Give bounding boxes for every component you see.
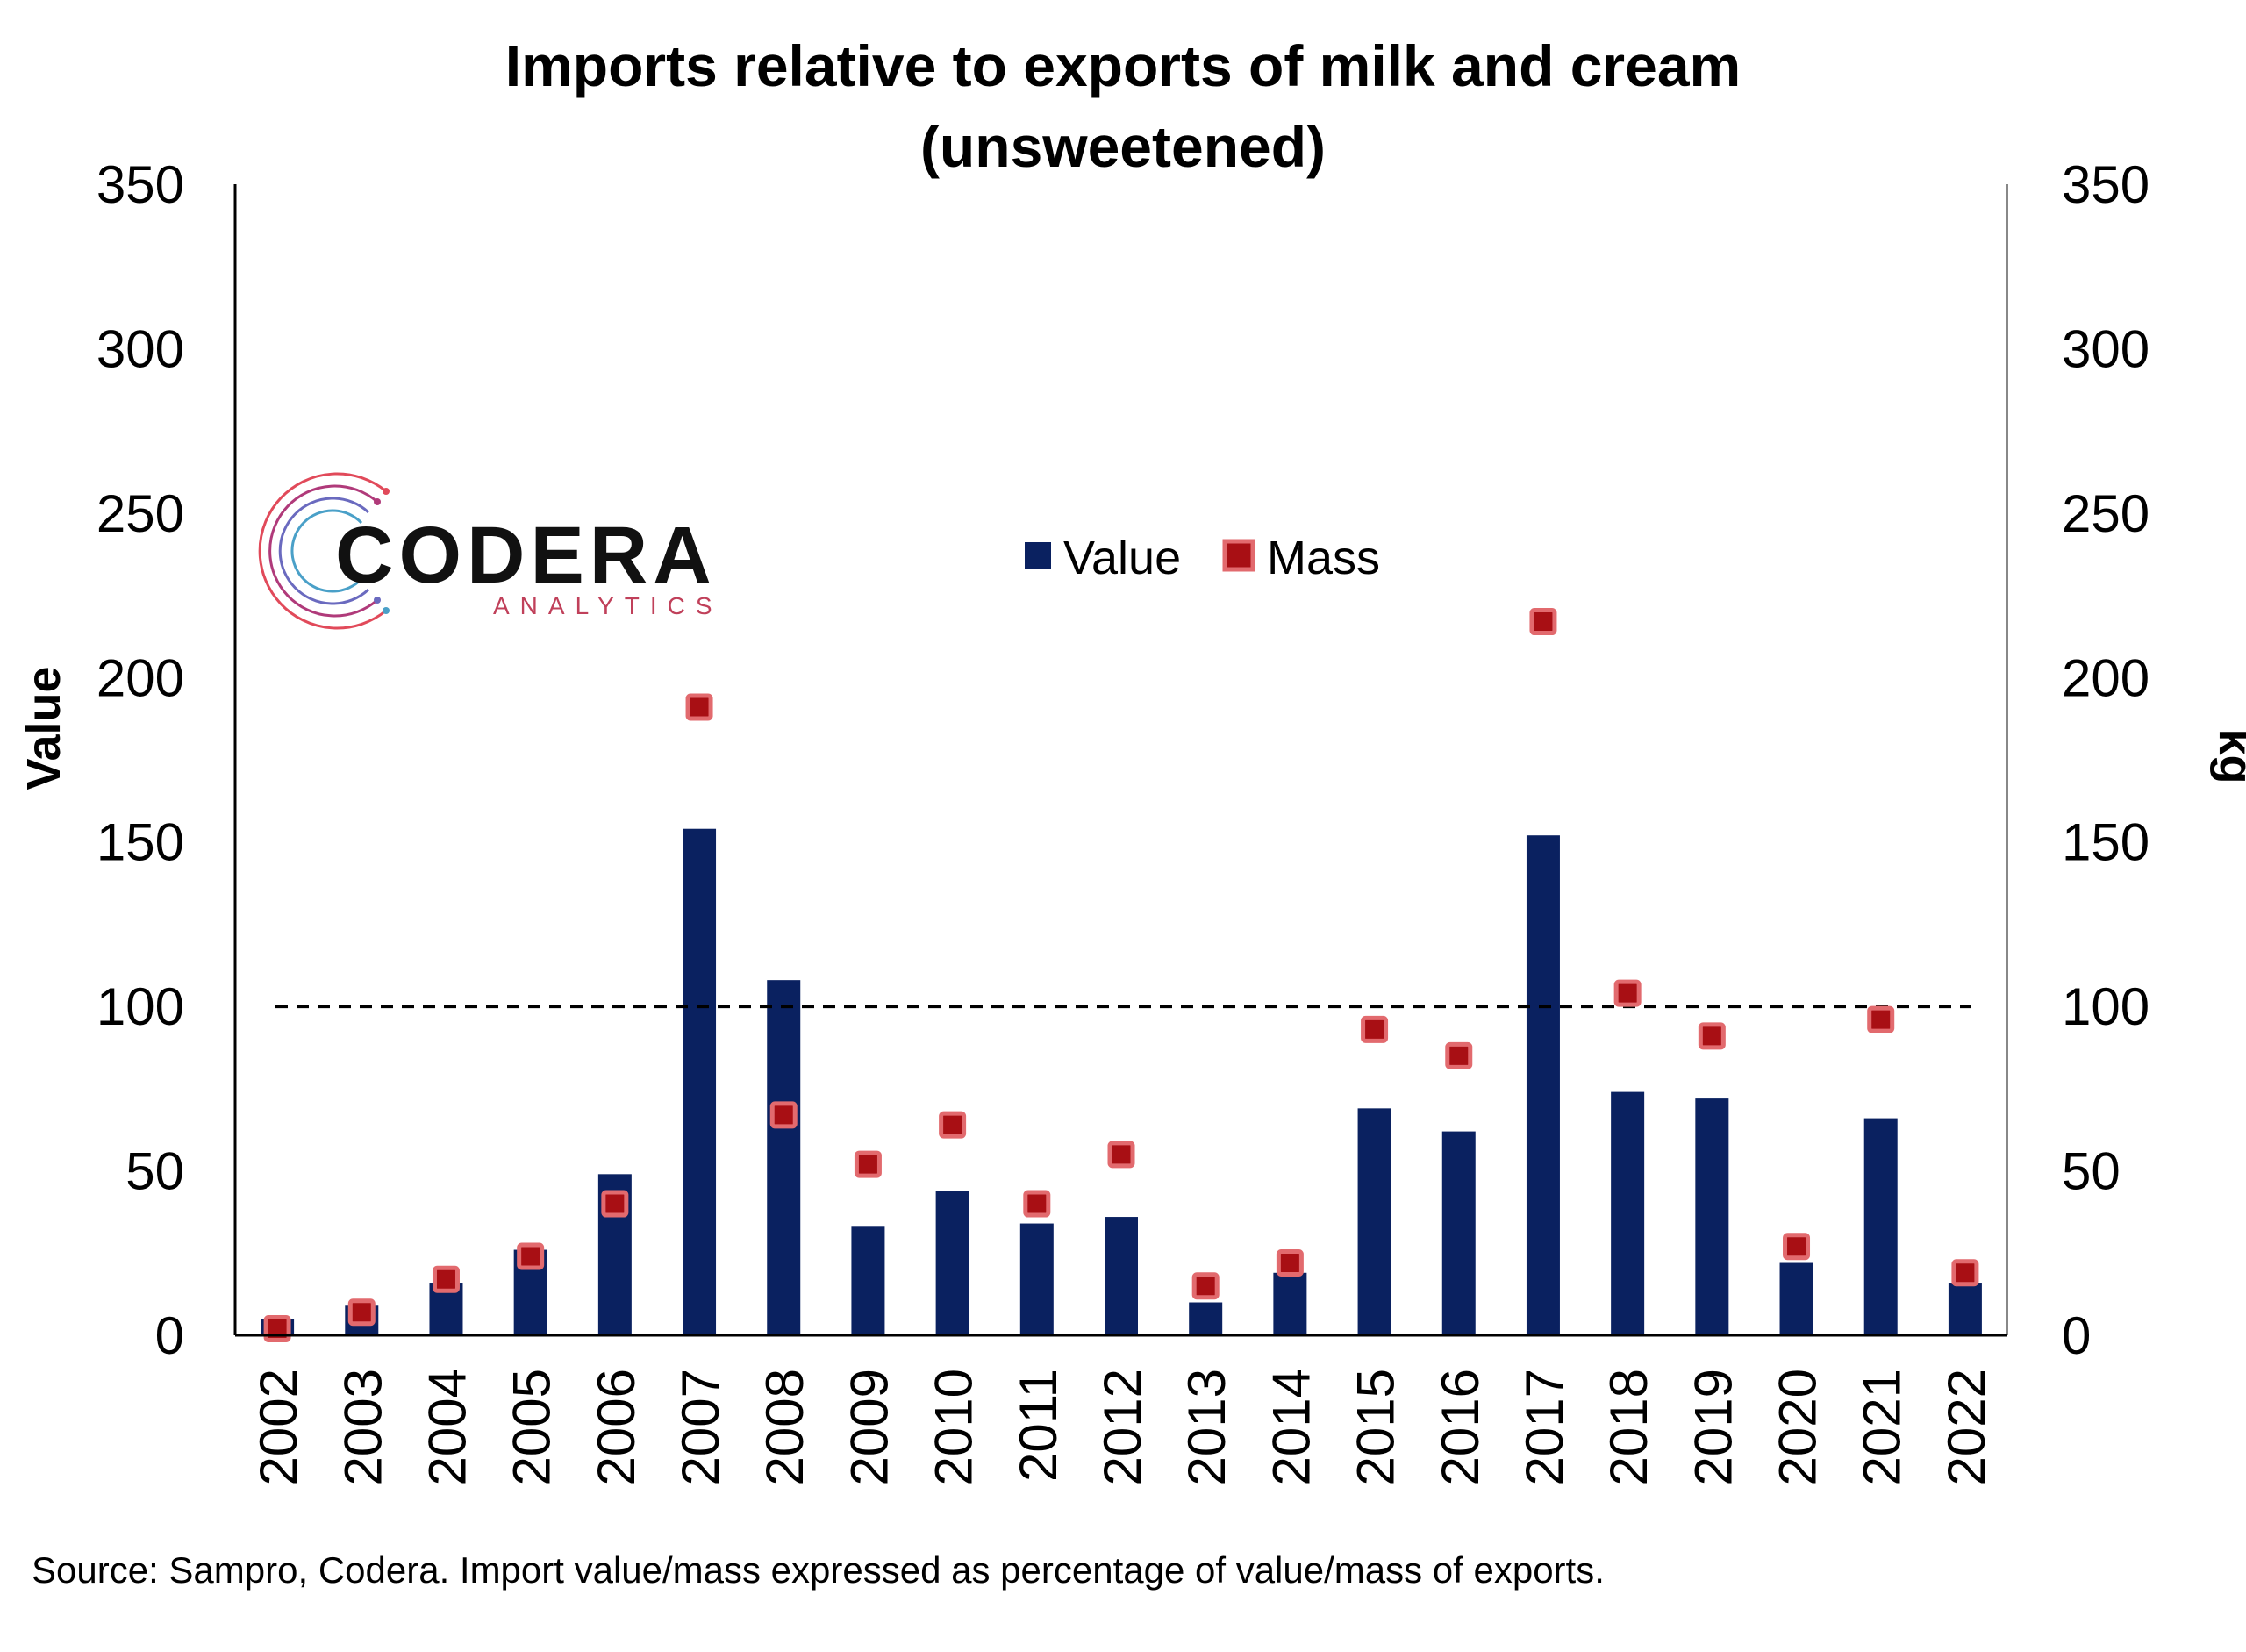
mass-marker <box>1191 1272 1220 1300</box>
x-tick-label: 2009 <box>840 1369 898 1485</box>
codera-logo: CODERA ANALYTICS <box>258 472 723 630</box>
value-bar <box>1357 1108 1391 1335</box>
x-tick-label: 2017 <box>1515 1369 1574 1485</box>
y-tick-left: 300 <box>97 319 184 378</box>
x-tick-label: 2020 <box>1769 1369 1828 1485</box>
x-tick-label: 2002 <box>249 1369 308 1485</box>
y-tick-left: 200 <box>97 648 184 707</box>
mass-marker <box>517 1242 545 1270</box>
legend: Value Mass <box>1025 532 1380 584</box>
mass-marker <box>854 1150 882 1178</box>
mass-marker <box>1023 1190 1051 1218</box>
x-tick-label: 2022 <box>1937 1369 1996 1485</box>
legend-value-swatch <box>1025 542 1051 569</box>
y-tick-left: 150 <box>97 813 184 872</box>
value-bar <box>683 828 717 1335</box>
logo-main-text: CODERA <box>335 511 717 600</box>
mass-marker <box>1951 1259 1979 1287</box>
mass-marker <box>939 1111 967 1139</box>
value-bar <box>935 1191 969 1335</box>
logo-circuit-mark <box>258 472 390 630</box>
x-tick-label: 2018 <box>1599 1369 1658 1485</box>
x-axis-labels: 2002 2003 2004 2005 2006 2007 2008 2009 2010 2011… <box>249 1369 1996 1485</box>
logo-sub-text: ANALYTICS <box>493 592 723 619</box>
legend-value-label: Value <box>1063 532 1181 584</box>
mass-marker <box>1698 1022 1726 1050</box>
value-bar <box>1526 835 1560 1335</box>
value-bar <box>1105 1217 1138 1335</box>
x-tick-label: 2003 <box>333 1369 392 1485</box>
x-tick-label: 2006 <box>587 1369 646 1485</box>
mass-marker <box>1529 608 1557 636</box>
mass-marker <box>601 1190 629 1218</box>
x-tick-label: 2013 <box>1177 1369 1236 1485</box>
x-tick-label: 2014 <box>1262 1369 1320 1485</box>
x-tick-label: 2016 <box>1431 1369 1490 1485</box>
x-tick-label: 2007 <box>671 1369 730 1485</box>
chart-title-line1: Imports relative to exports of milk and … <box>505 33 1741 98</box>
value-bar <box>767 980 801 1335</box>
mass-marker <box>347 1298 376 1327</box>
y-axis-left-title: Value <box>18 666 70 790</box>
value-bar <box>1779 1262 1813 1335</box>
value-bar <box>1863 1118 1898 1335</box>
value-bar <box>851 1226 885 1335</box>
y-tick-right: 0 <box>2062 1306 2091 1365</box>
x-tick-label: 2004 <box>418 1369 476 1485</box>
y-tick-right: 250 <box>2062 484 2149 543</box>
y-tick-right: 300 <box>2062 319 2149 378</box>
legend-mass-swatch <box>1222 539 1255 572</box>
x-tick-label: 2010 <box>925 1369 984 1485</box>
x-tick-label: 2012 <box>1093 1369 1152 1485</box>
y-tick-right: 100 <box>2062 977 2149 1036</box>
x-tick-label: 2021 <box>1853 1369 1912 1485</box>
x-tick-label: 2011 <box>1009 1369 1068 1482</box>
value-bar <box>1019 1223 1054 1335</box>
y-tick-right: 50 <box>2062 1142 2121 1201</box>
value-bar <box>1948 1283 1982 1335</box>
legend-mass-label: Mass <box>1267 532 1380 584</box>
mass-marker <box>1783 1233 1811 1261</box>
value-bar <box>1441 1131 1476 1335</box>
y-axis-left-ticks: 0 50 100 150 200 250 300 350 <box>97 155 184 1365</box>
x-tick-label: 2019 <box>1684 1369 1742 1485</box>
value-bar <box>1189 1302 1223 1335</box>
mass-marker <box>432 1265 460 1293</box>
mass-marker <box>769 1101 798 1129</box>
y-tick-right: 200 <box>2062 648 2149 707</box>
y-axis-right-title: kg <box>2209 728 2246 783</box>
y-tick-right: 150 <box>2062 813 2149 872</box>
y-tick-left: 0 <box>155 1306 184 1365</box>
x-tick-label: 2008 <box>755 1369 814 1485</box>
y-tick-left: 100 <box>97 977 184 1036</box>
y-tick-left: 50 <box>125 1142 184 1201</box>
y-tick-left: 250 <box>97 484 184 543</box>
y-tick-right: 350 <box>2062 155 2149 214</box>
value-bars <box>261 828 1982 1335</box>
mass-marker <box>263 1315 291 1343</box>
mass-marker <box>1867 1005 1895 1033</box>
value-bar <box>1273 1272 1307 1335</box>
mass-marker <box>1445 1041 1473 1069</box>
chart-title-line2: (unsweetened) <box>920 114 1326 179</box>
mass-marker <box>1107 1141 1135 1169</box>
mass-marker <box>1613 979 1642 1007</box>
y-axis-right-ticks: 0 50 100 150 200 250 300 350 <box>2062 155 2149 1365</box>
source-note: Source: Sampro, Codera. Import value/mas… <box>32 1549 1605 1591</box>
mass-markers <box>263 608 1979 1343</box>
value-bar <box>1695 1098 1729 1335</box>
x-tick-label: 2015 <box>1347 1369 1406 1485</box>
mass-marker <box>685 693 713 721</box>
value-bar <box>1611 1091 1645 1335</box>
y-tick-left: 350 <box>97 155 184 214</box>
mass-marker <box>1361 1015 1389 1043</box>
x-tick-label: 2005 <box>503 1369 562 1485</box>
mass-marker <box>1276 1249 1304 1277</box>
